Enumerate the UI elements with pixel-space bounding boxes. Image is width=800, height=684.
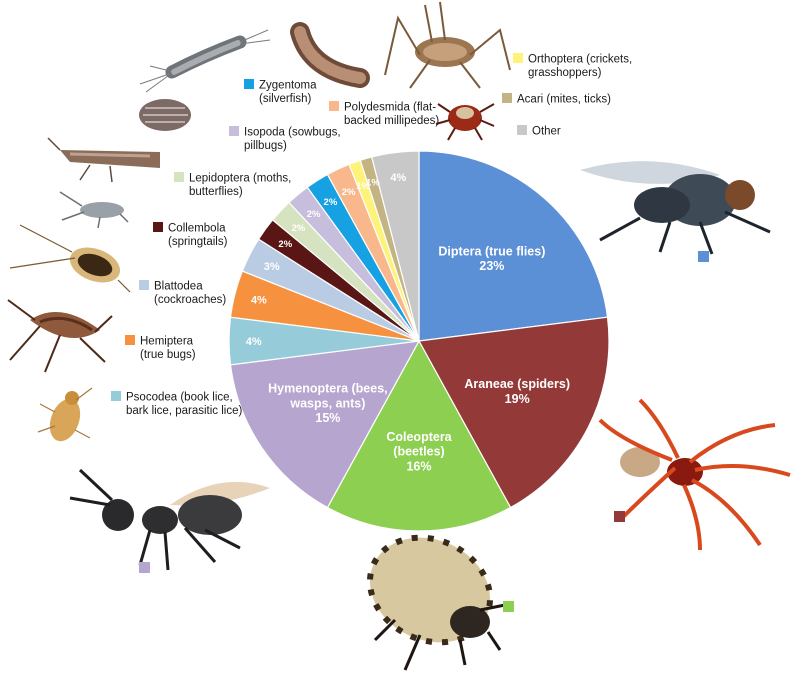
legend-label-3: Orthoptera (crickets, grasshoppers) — [528, 54, 632, 80]
legend-label-6: Isopoda (sowbugs, pillbugs) — [244, 127, 341, 153]
millipede-illustration — [290, 22, 370, 88]
slice-label-14: 1% — [366, 178, 380, 189]
photo-marker-beetle — [503, 601, 514, 612]
legend-label-11: Psocodea (book lice, bark lice, parasitic… — [126, 392, 242, 418]
legend-swatch-8 — [153, 222, 163, 232]
slice-label-8: 2% — [278, 239, 292, 250]
slice-label-9: 2% — [292, 223, 306, 234]
ant-illustration — [69, 468, 270, 571]
legend-label-1: Zygentoma (silverfish) — [259, 80, 317, 106]
legend-swatch-1 — [244, 79, 254, 89]
true-bug-illustration — [7, 299, 113, 373]
spider-illustration — [598, 398, 791, 551]
legend-group: Zygentoma (silverfish) Polydesmida (flat-b… — [111, 53, 632, 417]
silverfish-illustration — [139, 29, 271, 93]
legend-label-2: Polydesmida (flat-backed millipedes) — [344, 102, 439, 128]
legend-swatch-2 — [329, 101, 339, 111]
photo-marker-group — [139, 251, 709, 612]
legend-swatch-4 — [502, 93, 512, 103]
legend-label-10: Hemiptera (true bugs) — [140, 336, 196, 362]
cockroach-illustration — [9, 224, 131, 293]
legend-swatch-10 — [125, 335, 135, 345]
specimen-illustrations — [7, 1, 791, 671]
slice-label-15: 4% — [390, 172, 406, 184]
pie-slice-4 — [229, 340, 421, 509]
legend-label-8: Collembola (springtails) — [168, 223, 228, 249]
slice-label-5: 4% — [246, 336, 262, 348]
legend-label-9: Blattodea (cockroaches) — [154, 281, 226, 307]
moth-illustration — [47, 137, 160, 183]
cricket-illustration — [384, 1, 511, 89]
slice-label-12: 2% — [342, 187, 356, 198]
pillbug-illustration — [139, 99, 191, 131]
pie-slice-1 — [418, 150, 609, 342]
beetle-illustration — [366, 534, 506, 671]
tick-illustration — [435, 103, 495, 141]
pie-slice-3 — [326, 339, 512, 532]
pie-slice-2 — [418, 316, 610, 509]
pie-group — [228, 150, 610, 532]
slice-label-3: Coleoptera (beetles) 16% — [386, 430, 452, 474]
slice-label-11: 2% — [324, 197, 338, 208]
slice-label-group: Diptera (true flies) 23% Araneae (spiders)… — [246, 172, 570, 473]
slice-label-4: Hymenoptera (bees, wasps, ants) 15% — [268, 382, 387, 426]
slice-label-2: Araneae (spiders) 19% — [464, 377, 570, 406]
legend-swatch-11 — [111, 391, 121, 401]
slice-label-7: 3% — [264, 261, 280, 273]
legend-label-4: Acari (mites, ticks) — [517, 94, 611, 106]
springtail-illustration — [59, 191, 129, 229]
legend-swatch-9 — [139, 280, 149, 290]
slice-label-1: Diptera (true flies) 23% — [438, 244, 545, 273]
pie-slice-15 — [371, 150, 420, 342]
legend-swatch-5 — [517, 125, 527, 135]
photo-marker-ant — [139, 562, 150, 573]
legend-label-7: Lepidoptera (moths, butterflies) — [189, 173, 291, 199]
legend-swatch-7 — [174, 172, 184, 182]
booklouse-illustration — [37, 387, 93, 442]
slice-label-10: 2% — [307, 209, 321, 220]
slice-label-6: 4% — [251, 295, 267, 307]
photo-marker-spider — [614, 511, 625, 522]
photo-marker-fly — [698, 251, 709, 262]
slice-label-13: 1% — [356, 181, 370, 192]
fly-illustration — [580, 161, 771, 255]
legend-swatch-3 — [513, 53, 523, 63]
legend-label-5: Other — [532, 126, 561, 138]
legend-swatch-6 — [229, 126, 239, 136]
